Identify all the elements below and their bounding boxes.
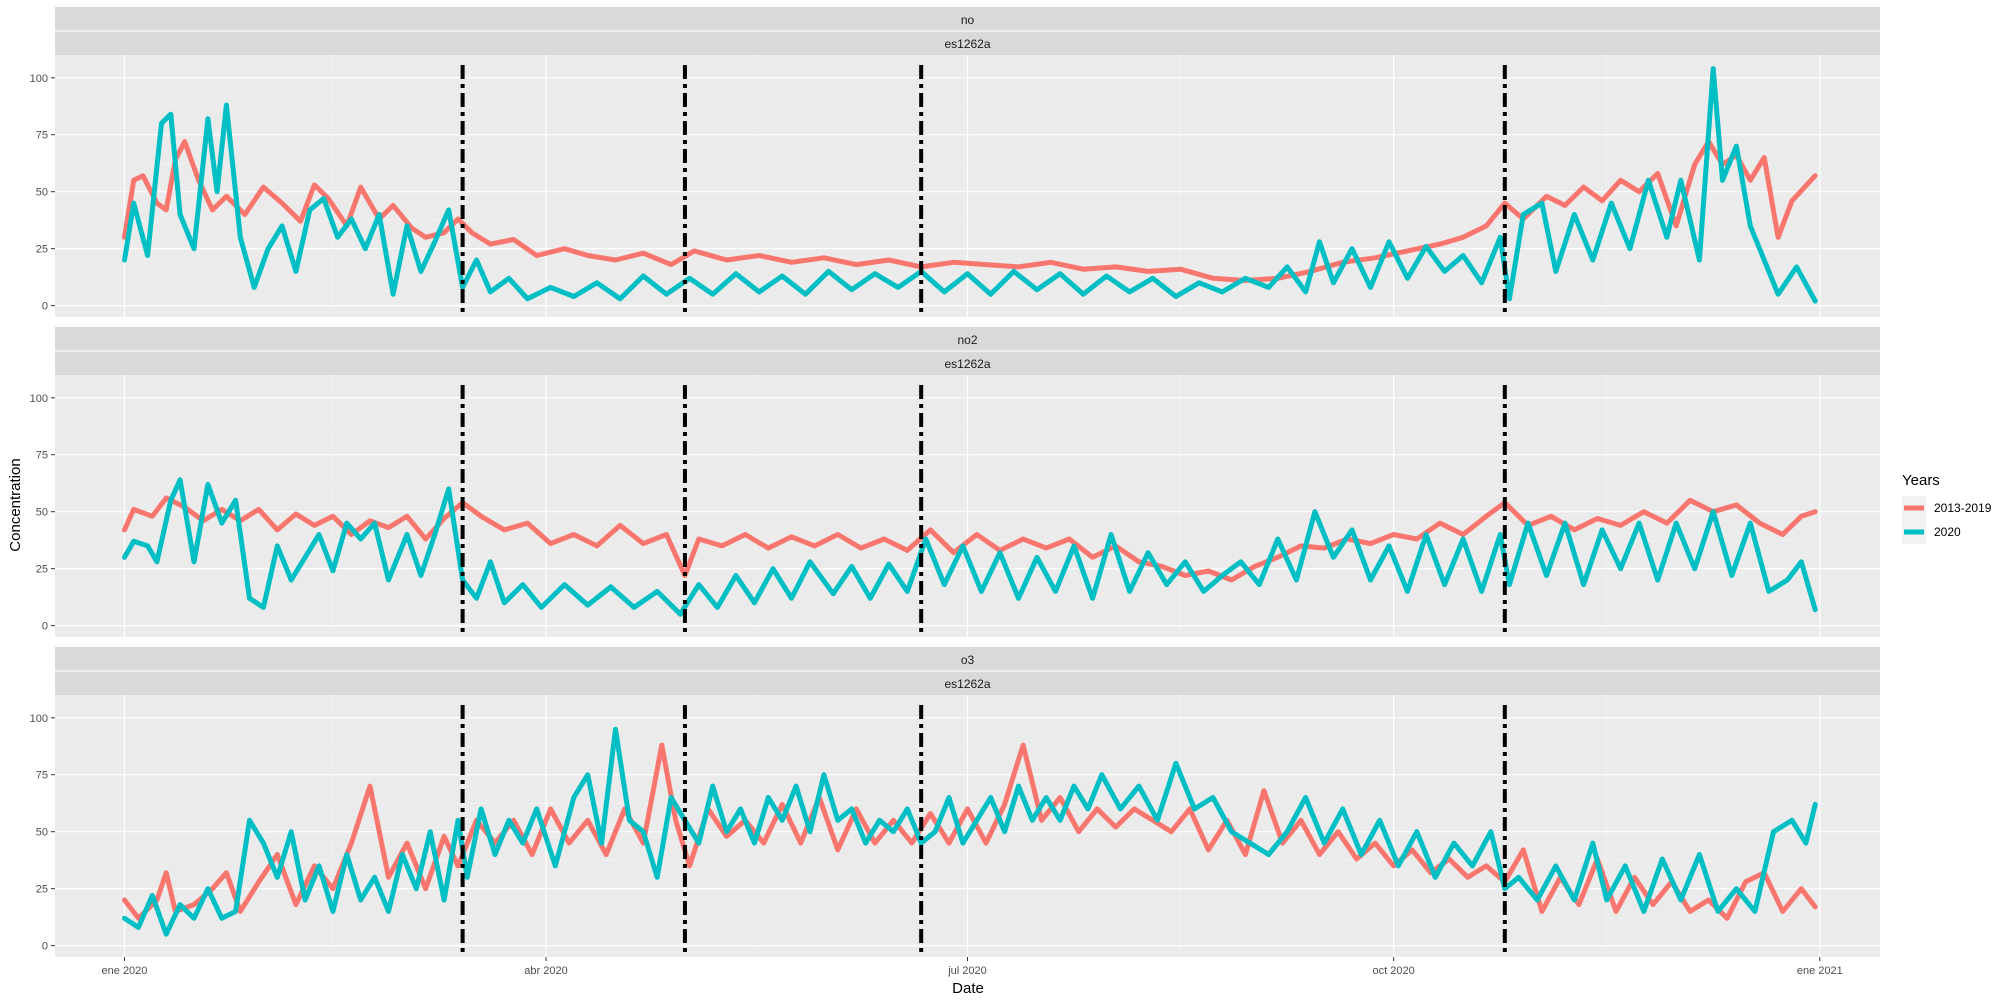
y-tick-label: 100: [30, 393, 48, 405]
x-axis-title: Date: [952, 980, 984, 997]
legend: Years 2013-2019 2020: [1902, 472, 1992, 544]
panel-no: no es1262a 0 25 50 75 100: [30, 7, 1880, 317]
y-axis-title: Concentration: [7, 458, 24, 551]
facet-strip-label: no2: [957, 333, 977, 347]
x-tick-label: jul 2020: [947, 965, 987, 977]
legend-label: 2020: [1934, 525, 1961, 539]
facet-strip-label: es1262a: [944, 357, 990, 371]
panels-layer: noes1262a0255075100no2es1262a0255075100o…: [30, 7, 1880, 977]
series-line-2020: [122, 66, 1818, 304]
facet-strip-label: o3: [961, 653, 975, 667]
x-tick-label: ene 2021: [1797, 965, 1843, 977]
legend-entry-2: 2020: [1902, 520, 1961, 544]
y-tick-label: 0: [42, 621, 48, 633]
y-tick-label: 75: [36, 450, 48, 462]
y-tick-label: 100: [30, 73, 48, 85]
series-line-2013-2019: [122, 139, 1818, 283]
series-line-2020: [122, 477, 1818, 617]
y-tick-label: 0: [42, 941, 48, 953]
series-line-2020: [122, 726, 1818, 937]
x-tick-label: oct 2020: [1373, 965, 1415, 977]
y-tick-label: 50: [36, 187, 48, 199]
series-line-2013-2019: [122, 742, 1818, 921]
y-tick-label: 50: [36, 827, 48, 839]
legend-title: Years: [1902, 472, 1940, 489]
legend-label: 2013-2019: [1934, 501, 1992, 515]
facet-strip-label: no: [961, 13, 975, 27]
y-tick-label: 50: [36, 507, 48, 519]
y-tick-label: 75: [36, 130, 48, 142]
y-tick-label: 75: [36, 770, 48, 782]
y-tick-label: 100: [30, 713, 48, 725]
y-tick-label: 25: [36, 564, 48, 576]
y-tick-label: 25: [36, 884, 48, 896]
panel-o3: o3 es1262a 0 25 50 75 100: [30, 647, 1880, 957]
facet-strip-label: es1262a: [944, 37, 990, 51]
x-tick-label: abr 2020: [524, 965, 567, 977]
facet-strip-label: es1262a: [944, 677, 990, 691]
legend-entry-1: 2013-2019: [1902, 496, 1992, 520]
y-tick-label: 0: [42, 301, 48, 313]
x-tick-label: ene 2020: [102, 965, 148, 977]
panel-no2: no2 es1262a 0 25 50 75 100: [30, 327, 1880, 637]
y-tick-label: 25: [36, 244, 48, 256]
